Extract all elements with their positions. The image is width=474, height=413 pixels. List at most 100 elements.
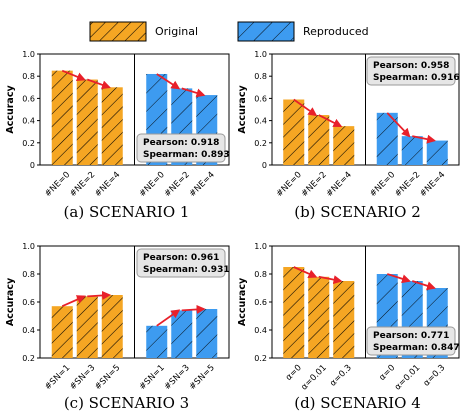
y-tick-label: 0.6 — [254, 94, 267, 103]
correlation-box — [366, 56, 456, 86]
legend-item-original: Original — [89, 21, 198, 42]
y-tick-label: 0.6 — [22, 298, 35, 307]
y-tick-label: 0.2 — [254, 354, 267, 363]
bar-hatch — [283, 267, 305, 358]
panel-caption: (c) SCENARIO 3 — [64, 394, 189, 412]
x-tick-label: #NE=0 — [43, 170, 72, 199]
bar-hatch — [426, 140, 448, 165]
trend-arrow — [181, 304, 206, 314]
correlation-box — [366, 326, 456, 356]
bar-hatch — [171, 310, 193, 358]
trend-arrow — [156, 73, 181, 90]
y-tick-label: 0.8 — [254, 72, 267, 81]
x-tick-label: #NE=4 — [325, 170, 354, 199]
bar-hatch — [401, 136, 423, 165]
legend: Original Reproduced — [89, 21, 369, 42]
x-tick-label: #NE=0 — [138, 170, 167, 199]
y-tick-label: 0.2 — [22, 354, 35, 363]
y-tick-label: 0.6 — [254, 298, 267, 307]
y-tick-label: 0 — [30, 161, 35, 170]
trend-arrow — [411, 280, 436, 291]
x-tick-label: #NE=4 — [418, 170, 447, 199]
x-tick-label: #NE=2 — [300, 170, 329, 199]
y-axis-label: Accuracy — [5, 277, 16, 326]
bar-hatch — [76, 296, 98, 358]
x-tick-label: #NE=0 — [368, 170, 397, 199]
trend-arrow — [61, 69, 86, 82]
bar-hatch — [283, 99, 305, 165]
panel-caption: (b) SCENARIO 2 — [294, 203, 421, 221]
bar-hatch — [308, 276, 330, 358]
bar-hatch — [308, 115, 330, 165]
y-tick-label: 0.8 — [22, 72, 35, 81]
legend-label-reproduced: Reproduced — [303, 25, 369, 38]
spearman-text: Spearman: 0.847 — [373, 343, 460, 353]
y-tick-label: 0.2 — [254, 139, 267, 148]
trend-arrow — [61, 295, 86, 308]
x-tick-label: α=0.3 — [328, 363, 354, 389]
trend-arrow — [86, 78, 111, 90]
trend-arrow — [318, 275, 343, 285]
x-tick-label: α=0.01 — [393, 363, 422, 392]
y-axis-label: Accuracy — [5, 85, 16, 134]
y-tick-label: 0.8 — [254, 270, 267, 279]
bar-hatch — [333, 126, 355, 165]
trend-arrow — [156, 309, 181, 327]
trend-arrow — [181, 87, 206, 98]
bar-hatch — [51, 70, 73, 165]
x-tick-label: #SN=5 — [188, 363, 217, 392]
panel-caption: (d) SCENARIO 4 — [294, 394, 421, 412]
x-tick-label: α=0.3 — [422, 363, 448, 389]
x-tick-label: α=0 — [284, 363, 304, 383]
pearson-text: Pearson: 0.918 — [143, 138, 219, 148]
spearman-text: Spearman: 0.893 — [143, 150, 230, 160]
correlation-box — [136, 133, 226, 163]
bar-hatch — [76, 79, 98, 165]
x-tick-label: #NE=2 — [393, 170, 422, 199]
bar-hatch — [101, 295, 123, 358]
trend-arrow — [412, 134, 437, 144]
y-tick-label: 0.4 — [22, 117, 35, 126]
bar-hatch — [101, 87, 123, 165]
x-tick-label: #NE=2 — [68, 170, 97, 199]
trend-arrow — [386, 112, 411, 138]
x-tick-label: #NE=0 — [275, 170, 304, 199]
trend-arrow — [318, 114, 343, 127]
bar-hatch — [333, 281, 355, 358]
x-tick-label: α=0 — [377, 363, 397, 383]
y-tick-label: 0.2 — [22, 139, 35, 148]
trend-arrow — [293, 98, 318, 117]
y-tick-label: 0.4 — [254, 117, 267, 126]
panel-caption: (a) SCENARIO 1 — [64, 203, 190, 221]
legend-label-original: Original — [155, 25, 198, 38]
y-tick-label: 0.4 — [254, 326, 267, 335]
y-tick-label: 1.0 — [254, 242, 267, 251]
y-tick-label: 0.4 — [22, 326, 35, 335]
correlation-box — [136, 248, 226, 278]
y-tick-label: 0.6 — [22, 94, 35, 103]
y-tick-label: 1.0 — [22, 242, 35, 251]
x-tick-label: #NE=2 — [163, 170, 192, 199]
legend-swatch-original-hatch — [89, 21, 147, 42]
x-tick-label: #SN=5 — [93, 363, 122, 392]
x-tick-label: #NE=4 — [188, 170, 217, 199]
trend-arrow — [87, 290, 112, 300]
trend-arrow — [293, 266, 318, 278]
y-tick-label: 1.0 — [22, 50, 35, 59]
y-tick-label: 1.0 — [254, 50, 267, 59]
pearson-text: Pearson: 0.771 — [373, 331, 449, 341]
legend-swatch-reproduced-hatch — [237, 21, 295, 42]
x-tick-label: #NE=4 — [93, 170, 122, 199]
legend-item-reproduced: Reproduced — [237, 21, 369, 42]
y-tick-label: 0.8 — [22, 270, 35, 279]
y-tick-label: 0 — [262, 161, 267, 170]
trend-arrow — [386, 273, 411, 284]
x-tick-label: α=0.01 — [299, 363, 328, 392]
pearson-text: Pearson: 0.958 — [373, 61, 449, 71]
bar-hatch — [196, 309, 218, 358]
